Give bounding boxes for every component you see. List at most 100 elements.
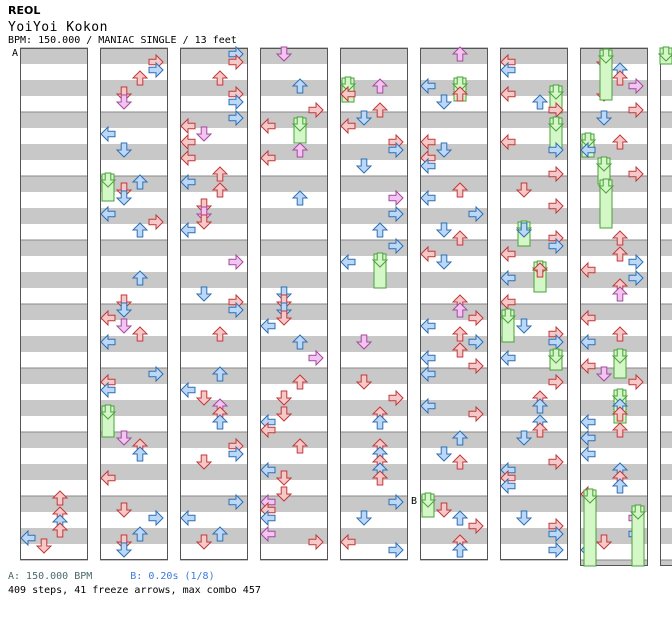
measure-stripe	[660, 368, 672, 384]
measure-stripe	[420, 240, 488, 256]
step-arrow	[308, 349, 324, 367]
step-arrow	[611, 422, 629, 438]
measure-stripe	[500, 176, 568, 192]
step-arrow	[228, 493, 244, 511]
step-arrow	[611, 478, 629, 494]
step-arrow	[180, 221, 196, 239]
step-arrow	[580, 333, 596, 351]
step-arrow	[211, 326, 229, 342]
step-arrow	[500, 293, 516, 311]
step-arrow	[580, 141, 596, 159]
measure-stripe	[260, 432, 328, 448]
step-arrow	[355, 158, 373, 174]
step-arrow	[580, 413, 596, 431]
step-arrow	[515, 510, 533, 526]
step-arrow	[388, 237, 404, 255]
step-arrow	[148, 213, 164, 231]
column-border	[500, 48, 568, 560]
measure-stripe	[340, 336, 408, 352]
step-arrow	[195, 214, 213, 230]
step-arrow	[115, 86, 133, 102]
step-arrow	[548, 333, 564, 351]
step-arrow	[548, 373, 564, 391]
measure-stripe	[20, 528, 88, 544]
step-arrow	[451, 430, 469, 446]
step-arrow	[211, 70, 229, 86]
measure-stripe	[340, 80, 408, 96]
freeze-head	[595, 156, 613, 172]
step-arrow	[291, 190, 309, 206]
step-arrow	[340, 85, 356, 103]
step-arrow	[451, 302, 469, 318]
step-arrow	[611, 406, 629, 422]
step-arrow	[228, 253, 244, 271]
measure-stripe	[420, 272, 488, 288]
step-arrow	[548, 525, 564, 543]
measure-stripe	[20, 400, 88, 416]
step-arrow	[100, 333, 116, 351]
step-arrow	[195, 206, 213, 222]
measure-stripe	[500, 48, 568, 64]
step-arrow	[435, 142, 453, 158]
step-arrow	[468, 309, 484, 327]
measure-stripe	[260, 400, 328, 416]
measure-stripe	[420, 176, 488, 192]
step-arrow	[371, 470, 389, 486]
measure-stripe	[340, 400, 408, 416]
step-arrow	[435, 222, 453, 238]
measure-stripe	[100, 272, 168, 288]
step-arrow	[131, 222, 149, 238]
step-arrow	[548, 197, 564, 215]
step-arrow	[451, 326, 469, 342]
step-arrow	[180, 509, 196, 527]
step-arrow	[468, 517, 484, 535]
step-arrow	[100, 125, 116, 143]
measure-stripe	[420, 496, 488, 512]
step-arrow	[548, 541, 564, 559]
step-arrow	[420, 317, 436, 335]
measure-stripe	[580, 304, 648, 320]
measure-stripe	[180, 464, 248, 480]
step-arrow	[131, 446, 149, 462]
step-arrow	[451, 46, 469, 62]
measure-stripe	[260, 144, 328, 160]
measure-stripe	[660, 304, 672, 320]
freeze-head	[611, 388, 629, 404]
step-arrow	[595, 366, 613, 382]
step-arrow	[468, 333, 484, 351]
step-arrow	[515, 222, 533, 238]
step-arrow	[611, 70, 629, 86]
step-arrow	[211, 366, 229, 382]
step-arrow	[275, 486, 293, 502]
measure-stripe	[340, 304, 408, 320]
measure-stripe	[20, 80, 88, 96]
step-arrow	[228, 445, 244, 463]
measure-stripe	[660, 528, 672, 544]
measure-stripe	[100, 528, 168, 544]
measure-stripe	[500, 208, 568, 224]
step-arrow	[628, 373, 644, 391]
step-arrow	[451, 342, 469, 358]
step-arrow	[275, 286, 293, 302]
step-arrow	[420, 365, 436, 383]
measure-stripe	[180, 528, 248, 544]
step-arrow	[115, 302, 133, 318]
chart-info: BPM: 150.000 / MANIAC SINGLE / 13 feet	[8, 35, 237, 46]
freeze-head	[99, 404, 117, 420]
step-arrow	[115, 294, 133, 310]
step-arrow	[371, 222, 389, 238]
step-arrow	[388, 389, 404, 407]
measure-stripe	[260, 496, 328, 512]
song-title: YoiYoi Kokon	[8, 20, 108, 35]
marker-a: A	[12, 48, 19, 59]
step-arrow	[115, 430, 133, 446]
step-arrow	[371, 102, 389, 118]
measure-stripe	[260, 48, 328, 64]
step-arrow	[595, 110, 613, 126]
measure-stripe	[260, 368, 328, 384]
step-arrow	[115, 182, 133, 198]
step-arrow	[100, 469, 116, 487]
step-arrow	[291, 142, 309, 158]
step-arrow	[260, 149, 276, 167]
step-arrow	[500, 477, 516, 495]
